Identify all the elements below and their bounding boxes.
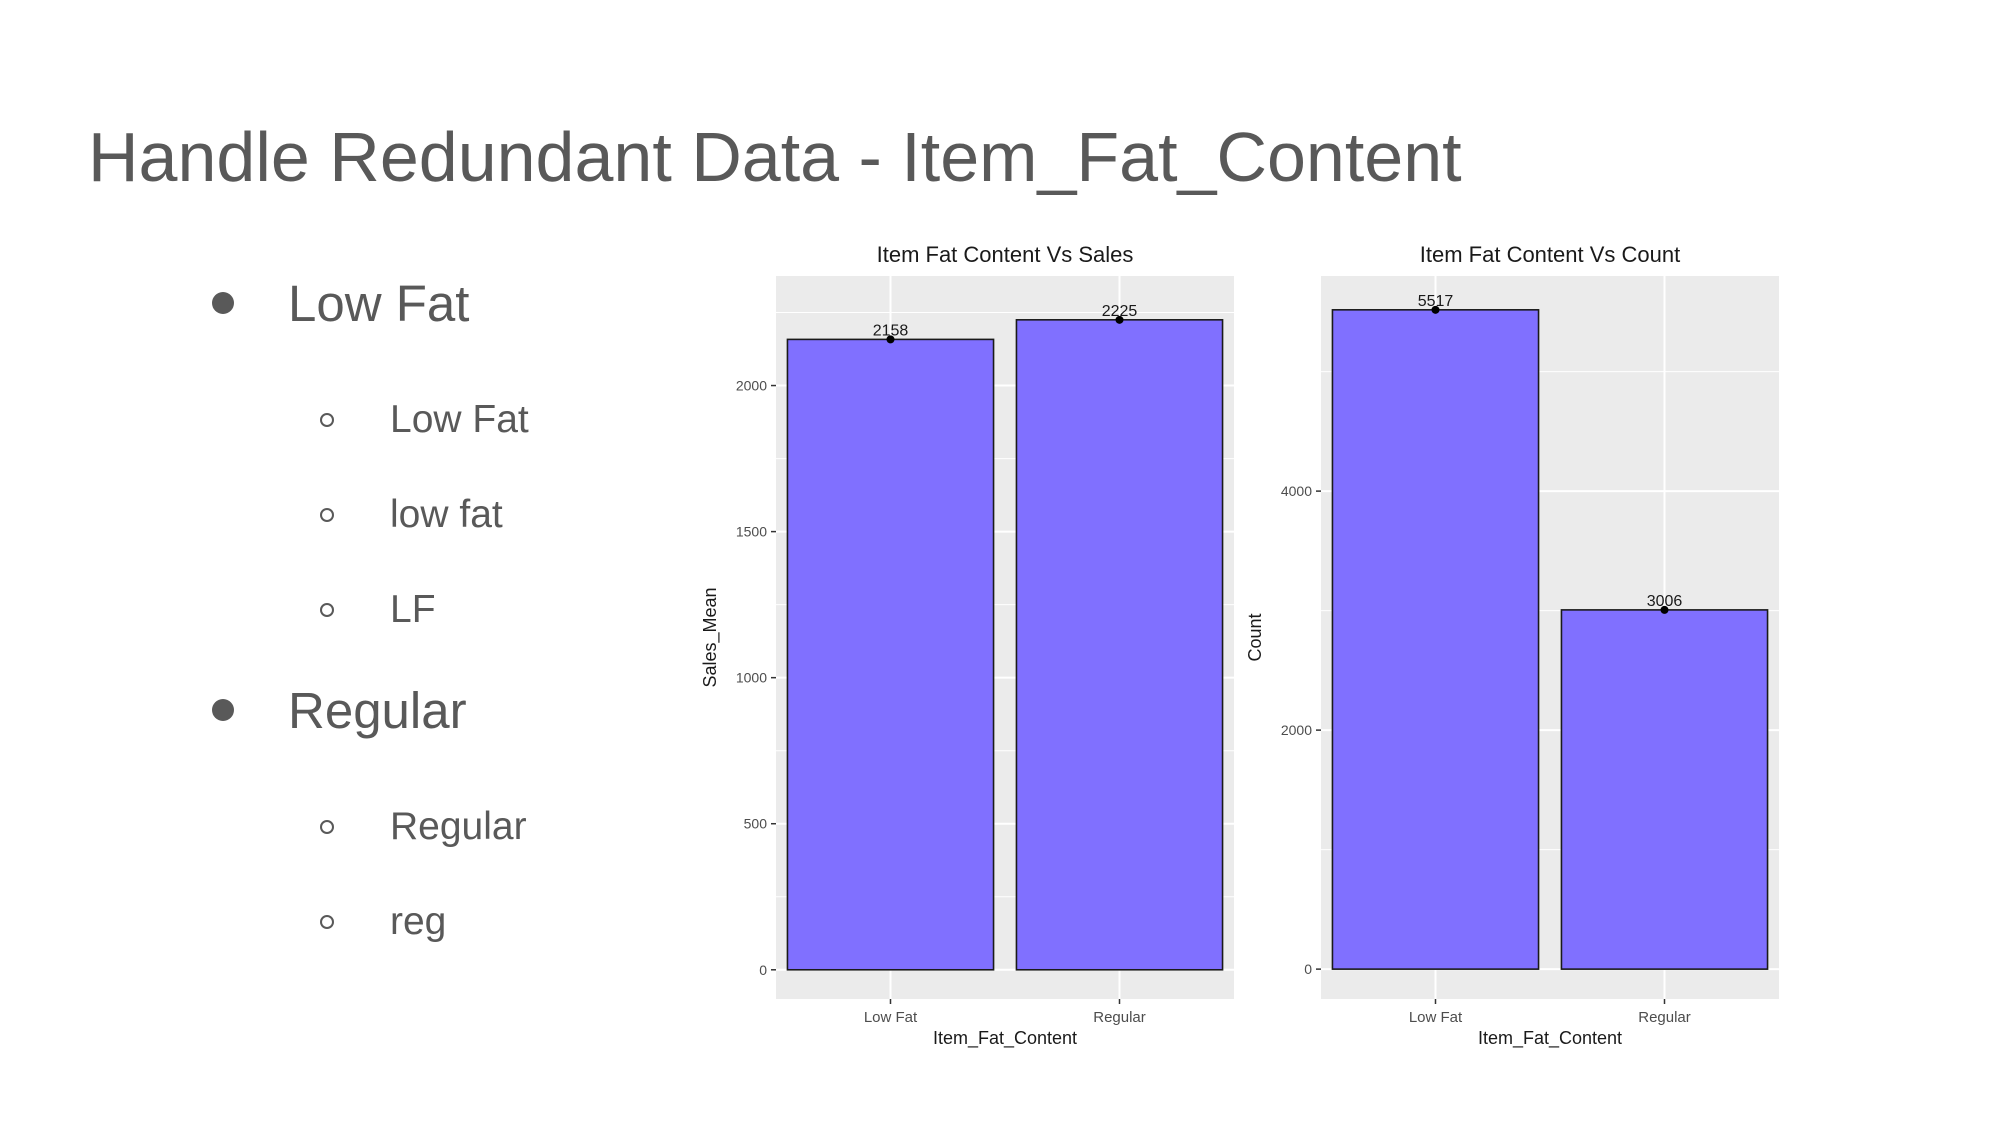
sub-bullet-label: LF	[390, 588, 436, 631]
chart-title: Item Fat Content Vs Sales	[877, 242, 1134, 267]
data-point	[886, 335, 895, 344]
hollow-circle-bullet-icon	[320, 820, 334, 834]
sub-bullet-label: Regular	[390, 805, 527, 848]
bullet-label: Regular	[288, 682, 467, 739]
slide-title: Handle Redundant Data - Item_Fat_Content	[88, 118, 1462, 196]
data-label: 2225	[1102, 303, 1138, 320]
bar-chart-2: 0 2000 4000 5517 Low Fat 3006 Regular Item Fat …	[1245, 242, 1779, 1049]
bar	[1331, 309, 1540, 970]
x-tick-label: Low Fat	[1409, 1009, 1463, 1026]
data-point	[1431, 305, 1440, 314]
y-axis-label: Sales_Mean	[700, 587, 721, 687]
bar	[786, 338, 995, 971]
x-tick-label: Regular	[1638, 1009, 1691, 1026]
y-tick-label: 0	[759, 962, 767, 978]
y-tick-label: 4000	[1281, 483, 1312, 499]
data-label: 5517	[1418, 293, 1454, 310]
sub-bullet-label: low fat	[390, 493, 503, 536]
bar	[1015, 319, 1224, 971]
bar-chart-1: 0 500 1000 1500 2000 2158 Low Fat 2225 Regular It…	[700, 242, 1234, 1049]
x-axis-label: Item_Fat_Content	[933, 1028, 1077, 1049]
data-point	[1115, 315, 1124, 324]
y-axis-label: Count	[1245, 613, 1265, 661]
hollow-circle-bullet-icon	[320, 508, 334, 522]
x-tick-label: Low Fat	[864, 1009, 918, 1026]
y-tick-label: 1000	[736, 670, 767, 686]
y-tick-label: 1500	[736, 524, 767, 540]
y-tick-label: 2000	[1281, 722, 1312, 738]
y-tick-label: 2000	[736, 378, 767, 394]
data-label: 2158	[873, 322, 909, 339]
hollow-circle-bullet-icon	[320, 915, 334, 929]
hollow-circle-bullet-icon	[320, 603, 334, 617]
chart-title: Item Fat Content Vs Count	[1420, 242, 1680, 267]
filled-circle-bullet-icon	[212, 292, 234, 314]
sub-bullet-label: Low Fat	[390, 398, 529, 441]
x-tick-label: Regular	[1093, 1009, 1146, 1026]
y-tick-label: 0	[1304, 961, 1312, 977]
filled-circle-bullet-icon	[212, 699, 234, 721]
data-point	[1660, 605, 1669, 614]
hollow-circle-bullet-icon	[320, 413, 334, 427]
data-label: 3006	[1647, 593, 1683, 610]
bullet-label: Low Fat	[288, 275, 470, 332]
y-tick-label: 500	[744, 816, 768, 832]
x-axis-label: Item_Fat_Content	[1478, 1028, 1622, 1049]
sub-bullet-label: reg	[390, 900, 447, 943]
bar	[1560, 609, 1769, 970]
